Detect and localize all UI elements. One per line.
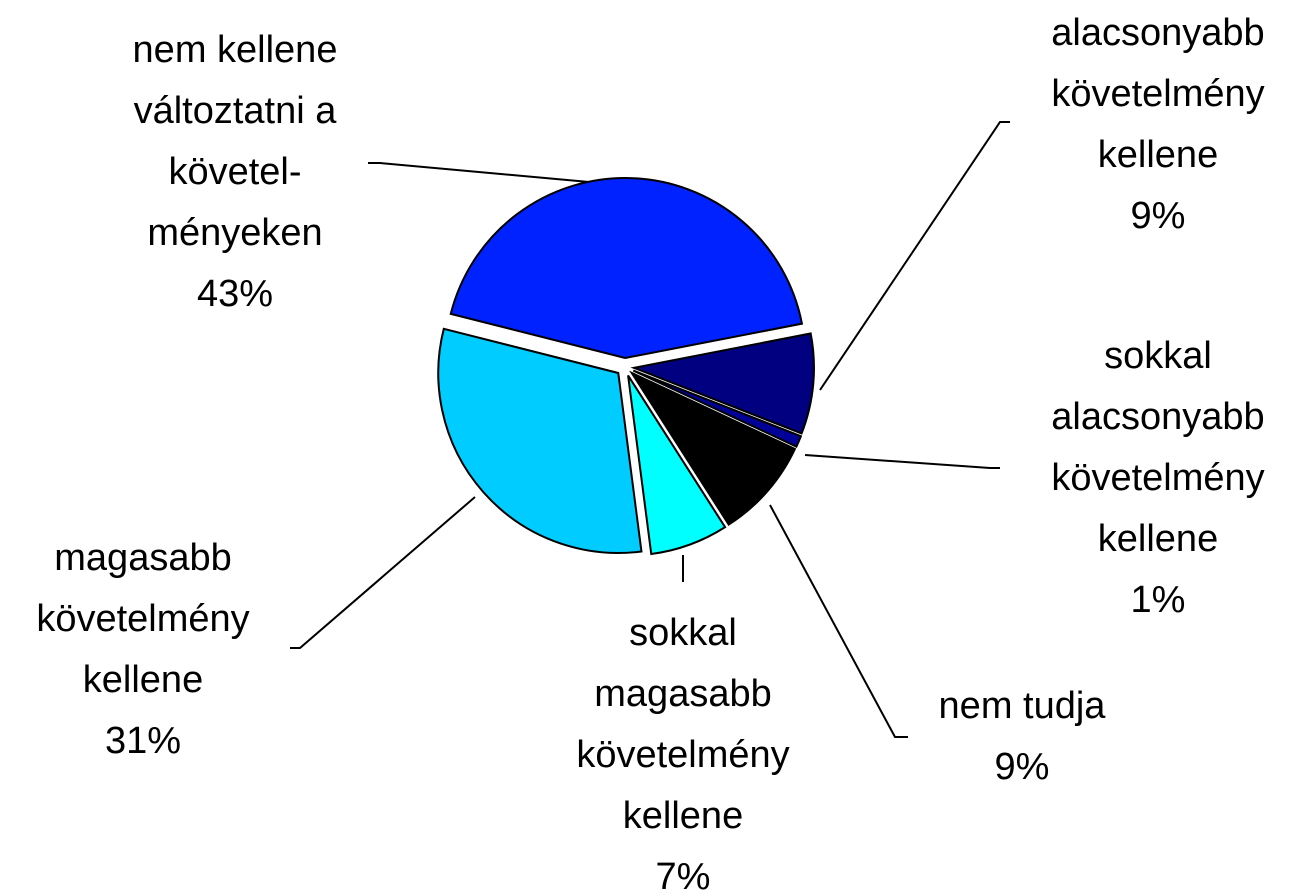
pie-slice: [437, 327, 643, 554]
slice-label: sokkal alacsonyabb követelmény kellene: [1051, 335, 1264, 560]
slice-label: sokkal magasabb követelmény kellene: [576, 612, 789, 837]
leader-line: [804, 454, 1000, 469]
pie-slice: [629, 370, 797, 526]
pie-slice: [632, 369, 803, 448]
pie-slice: [630, 332, 815, 435]
leader-lines: [290, 121, 1010, 738]
leader-line: [769, 504, 908, 738]
slice-label: magasabb követelmény kellene: [36, 537, 249, 701]
leader-line: [368, 162, 601, 184]
slice-label: alacsonyabb követelmény kellene: [1051, 12, 1264, 176]
slice-label: nem kellene változtatni a követel-ményeken: [133, 29, 338, 254]
leader-line: [819, 121, 1010, 391]
leader-line: [290, 496, 476, 649]
value-label: 31%: [105, 720, 181, 762]
slice-label: nem tudja: [939, 685, 1107, 727]
value-label: 9%: [1131, 195, 1186, 237]
value-label: 7%: [656, 856, 711, 892]
pie-slice: [449, 177, 804, 360]
value-label: 1%: [1131, 579, 1186, 621]
value-label: 9%: [995, 746, 1050, 788]
value-label: 43%: [197, 273, 273, 315]
pie-slice: [627, 374, 727, 556]
